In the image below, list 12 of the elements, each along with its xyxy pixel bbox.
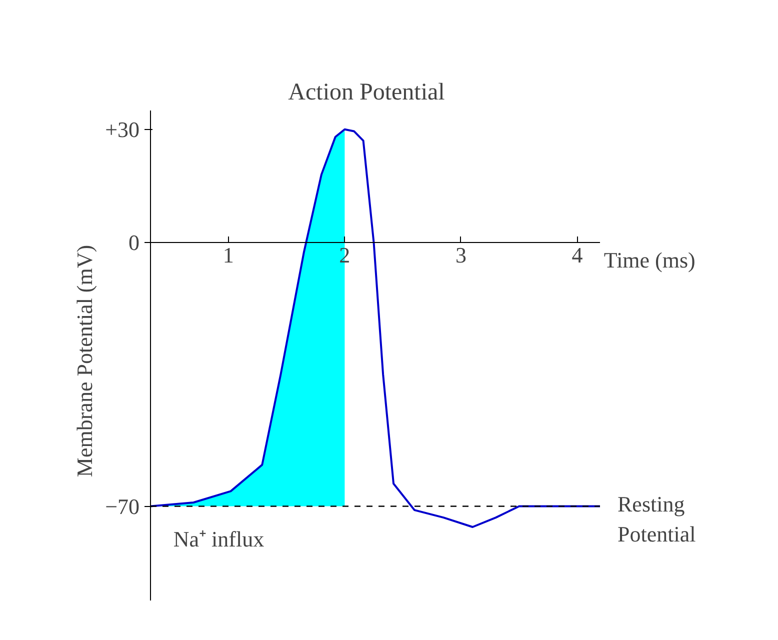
x-tick-label: 4 xyxy=(572,242,583,268)
x-axis-title: Time (ms) xyxy=(604,247,696,272)
x-tick-label: 1 xyxy=(222,242,234,268)
y-axis-title: Membrane Potential (mV) xyxy=(72,244,98,478)
line-series xyxy=(150,128,600,528)
y-tick-label: −70 xyxy=(105,494,140,519)
y-tick-label: +30 xyxy=(105,116,140,142)
chart-title: Action Potential xyxy=(288,80,446,106)
ref-line-label: Resting Potential xyxy=(618,491,696,546)
annotation: Na⁺ influx xyxy=(173,526,264,552)
y-tick-label: 0 xyxy=(128,230,140,255)
x-tick-label: 3 xyxy=(455,242,466,268)
